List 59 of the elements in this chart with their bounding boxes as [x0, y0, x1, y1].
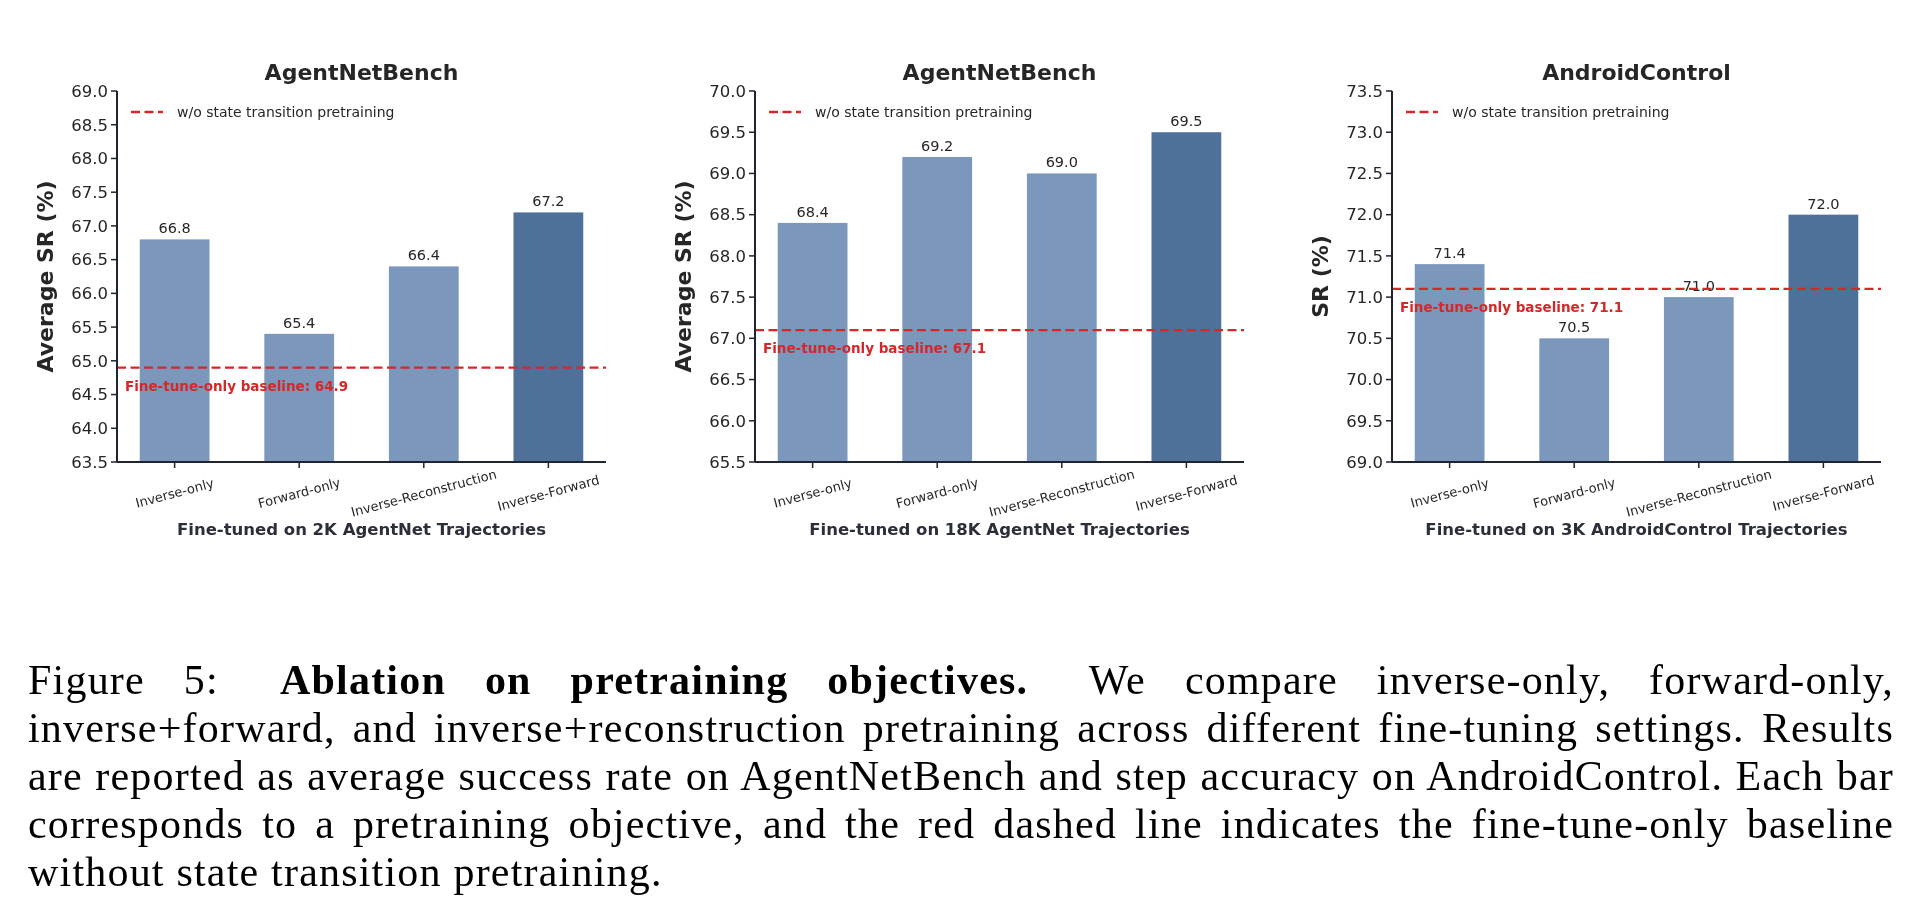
y-tick-label: 64.0: [71, 419, 108, 439]
text: We compare inverse-only, forward-only,: [1088, 657, 1894, 703]
y-tick-label: 70.5: [1346, 329, 1383, 349]
y-tick-label: 67.5: [71, 182, 108, 202]
y-tick-label: 72.5: [1346, 164, 1383, 184]
chart-title: AndroidControl: [1542, 60, 1731, 85]
y-tick-label: 67.0: [71, 216, 108, 236]
y-tick-label: 73.5: [1346, 81, 1383, 101]
y-tick-label: 66.0: [708, 411, 746, 431]
y-tick-label: 66.5: [71, 250, 108, 270]
y-tick-label: 66.5: [708, 370, 746, 390]
y-tick-label: 68.0: [71, 149, 108, 169]
legend-label: w/o state transition pretraining: [1452, 103, 1670, 120]
data-label: 69.2: [920, 137, 953, 154]
caption: Figure 5:: [28, 657, 219, 703]
y-tick-label: 71.0: [1346, 287, 1383, 307]
y-tick-label: 69.0: [71, 81, 108, 101]
y-tick-label: 69.0: [708, 164, 746, 184]
data-label: 66.8: [158, 220, 191, 237]
data-label: 65.4: [283, 314, 316, 331]
y-axis-title: Average SR (%): [670, 180, 696, 373]
y-tick-label: 63.5: [71, 452, 108, 472]
data-label: 66.4: [407, 247, 440, 264]
legend-label: w/o state transition pretraining: [814, 103, 1032, 120]
y-tick-label: 68.5: [71, 115, 108, 135]
y-tick-label: 67.0: [708, 329, 746, 349]
y-tick-label: 72.0: [1346, 205, 1383, 225]
y-tick-label: 67.5: [708, 287, 746, 307]
chart-title: AgentNetBench: [264, 60, 459, 85]
y-tick-label: 69.5: [1346, 411, 1383, 431]
y-tick-label: 68.0: [708, 246, 746, 266]
y-tick-label: 65.5: [71, 317, 108, 337]
data-label: 71.4: [1433, 245, 1466, 262]
x-axis-title: Fine-tuned on 18K AgentNet Trajectories: [808, 520, 1190, 539]
y-tick-label: 66.0: [71, 284, 108, 304]
y-tick-label: 71.5: [1346, 246, 1383, 266]
data-label: 70.5: [1558, 319, 1591, 336]
y-tick-label: 70.0: [1346, 370, 1383, 390]
text: inverse+forward, and inverse+reconstruction pretraining across different fine-tuning settings. Results are reported as average success rate on AgentNetBench and step accuracy on AndroidControl. Each bar corresponds to a pretraining objective, and the red dashed line indicates the fine-tune-only baseline without state transition pretraining.: [28, 704, 1894, 896]
x-axis-title: Fine-tuned on 2K AgentNet Trajectories: [176, 520, 547, 539]
y-axis-title: SR (%): [1307, 235, 1333, 318]
y-tick-label: 64.5: [71, 385, 108, 405]
data-label: 68.4: [795, 203, 829, 220]
data-label: 67.2: [532, 193, 565, 210]
y-tick-label: 69.0: [1346, 452, 1383, 472]
y-tick-label: 69.5: [708, 123, 746, 142]
data-label: 72.0: [1807, 195, 1840, 212]
y-tick-label: 65.5: [708, 452, 746, 472]
y-tick-label: 70.0: [708, 81, 746, 101]
y-tick-label: 73.0: [1346, 123, 1383, 142]
y-tick-label: 65.0: [71, 351, 108, 371]
y-axis-title: Average SR (%): [32, 180, 58, 373]
data-label: 69.0: [1045, 154, 1078, 171]
text: Ablation on pretraining objectives.: [280, 657, 1029, 703]
data-label: 69.5: [1169, 113, 1203, 130]
legend-label: w/o state transition pretraining: [177, 103, 395, 120]
y-tick-label: 68.5: [708, 205, 746, 225]
x-axis-title: Fine-tuned on 3K AndroidControl Trajectories: [1425, 520, 1848, 539]
chart-title: AgentNetBench: [902, 60, 1096, 85]
